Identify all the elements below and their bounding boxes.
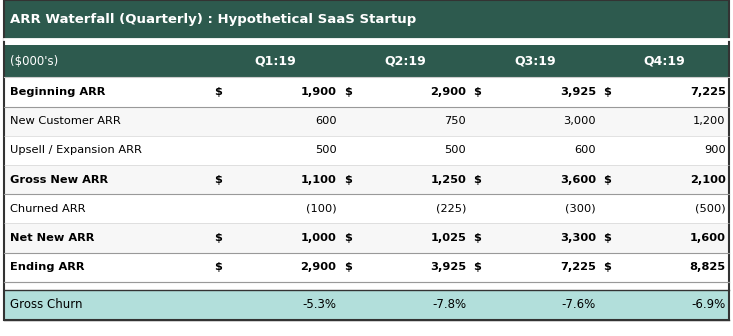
Text: 3,300: 3,300 (560, 233, 596, 243)
Text: Q2:19: Q2:19 (384, 55, 426, 68)
Text: 1,900: 1,900 (301, 87, 336, 97)
Text: 1,600: 1,600 (690, 233, 726, 243)
Bar (4, 136, 729, 165)
Text: Ending ARR: Ending ARR (10, 262, 84, 272)
Bar (4, 107, 729, 136)
Text: $: $ (603, 87, 611, 97)
Text: Beginning ARR: Beginning ARR (10, 87, 105, 97)
Text: 1,100: 1,100 (301, 175, 336, 184)
Bar (4, 45, 729, 77)
Text: 1,200: 1,200 (693, 116, 726, 126)
Text: Gross Churn: Gross Churn (10, 298, 82, 311)
Text: $: $ (603, 262, 611, 272)
Text: Q4:19: Q4:19 (644, 55, 685, 68)
Text: 2,900: 2,900 (301, 262, 336, 272)
Text: $: $ (603, 233, 611, 243)
Bar (4, 194, 729, 223)
Text: $: $ (474, 233, 482, 243)
Text: $: $ (474, 262, 482, 272)
Text: $: $ (603, 175, 611, 184)
Text: $: $ (214, 87, 222, 97)
Text: 3,925: 3,925 (430, 262, 466, 272)
Text: 900: 900 (704, 145, 726, 155)
Text: 500: 500 (444, 145, 466, 155)
Text: (225): (225) (436, 204, 466, 214)
Text: (300): (300) (565, 204, 596, 214)
Text: Churned ARR: Churned ARR (10, 204, 85, 214)
Text: 2,100: 2,100 (690, 175, 726, 184)
Text: $: $ (474, 175, 482, 184)
Bar (4, 290, 729, 320)
Text: 1,250: 1,250 (430, 175, 466, 184)
Bar (4, 77, 729, 107)
Text: -6.9%: -6.9% (691, 298, 726, 311)
Text: $: $ (344, 175, 352, 184)
Bar (4, 165, 729, 194)
Bar (4, 253, 729, 282)
Text: Q3:19: Q3:19 (514, 55, 556, 68)
Text: $: $ (214, 175, 222, 184)
Text: $: $ (214, 262, 222, 272)
Text: $: $ (474, 87, 482, 97)
Text: 7,225: 7,225 (560, 262, 596, 272)
Text: $: $ (344, 233, 352, 243)
Bar (4, 0, 729, 39)
Text: 3,600: 3,600 (560, 175, 596, 184)
Text: 7,225: 7,225 (690, 87, 726, 97)
Text: Net New ARR: Net New ARR (10, 233, 94, 243)
Bar (4, 39, 729, 45)
Text: 750: 750 (444, 116, 466, 126)
Text: (500): (500) (695, 204, 726, 214)
Text: 1,000: 1,000 (301, 233, 336, 243)
Text: 1,025: 1,025 (430, 233, 466, 243)
Text: ($000's): ($000's) (10, 55, 58, 68)
Bar (4, 282, 729, 290)
Bar (4, 223, 729, 253)
Text: Q1:19: Q1:19 (254, 55, 296, 68)
Text: $: $ (344, 87, 352, 97)
Text: -5.3%: -5.3% (303, 298, 336, 311)
Text: -7.8%: -7.8% (432, 298, 466, 311)
Text: Gross New ARR: Gross New ARR (10, 175, 108, 184)
Text: 500: 500 (314, 145, 336, 155)
Text: ARR Waterfall (Quarterly) : Hypothetical SaaS Startup: ARR Waterfall (Quarterly) : Hypothetical… (10, 13, 416, 26)
Text: Upsell / Expansion ARR: Upsell / Expansion ARR (10, 145, 141, 155)
Text: 600: 600 (315, 116, 336, 126)
Text: New Customer ARR: New Customer ARR (10, 116, 120, 126)
Text: 8,825: 8,825 (690, 262, 726, 272)
Text: $: $ (214, 233, 222, 243)
Text: $: $ (344, 262, 352, 272)
Text: 600: 600 (575, 145, 596, 155)
Text: (100): (100) (306, 204, 336, 214)
Text: -7.6%: -7.6% (561, 298, 596, 311)
Text: 3,925: 3,925 (560, 87, 596, 97)
Text: 2,900: 2,900 (430, 87, 466, 97)
Text: 3,000: 3,000 (564, 116, 596, 126)
